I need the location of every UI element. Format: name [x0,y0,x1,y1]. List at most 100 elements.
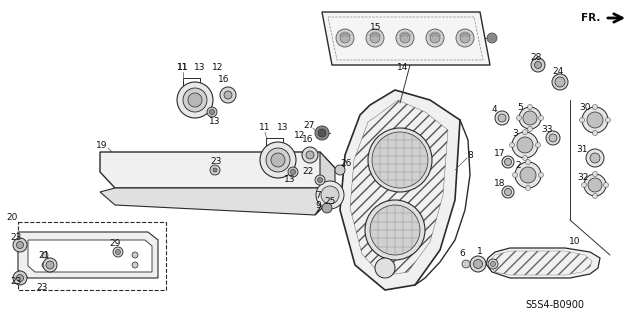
Circle shape [13,271,27,285]
Circle shape [495,111,509,125]
Text: 7: 7 [315,190,321,199]
Text: 11: 11 [177,63,189,72]
Circle shape [260,142,296,178]
Circle shape [315,126,329,140]
Circle shape [579,117,584,122]
Circle shape [546,131,560,145]
Polygon shape [18,232,158,278]
Circle shape [132,262,138,268]
Circle shape [13,238,27,252]
Circle shape [368,128,432,192]
Circle shape [584,174,606,196]
Circle shape [17,241,24,249]
Circle shape [586,149,604,167]
Circle shape [523,111,537,125]
Circle shape [593,105,598,109]
Circle shape [516,115,522,121]
Circle shape [498,114,506,122]
Text: 14: 14 [397,63,409,72]
Circle shape [517,137,533,153]
Polygon shape [322,12,490,65]
Circle shape [306,151,314,159]
Polygon shape [100,188,330,215]
Circle shape [288,167,298,177]
Text: FR.: FR. [580,13,600,23]
Circle shape [188,93,202,107]
Text: 6: 6 [459,249,465,257]
Circle shape [46,261,54,269]
Text: 18: 18 [494,179,506,188]
Circle shape [17,275,24,281]
Circle shape [316,181,344,209]
Text: 2: 2 [515,160,521,169]
Text: 8: 8 [467,151,473,160]
Circle shape [593,194,598,198]
Text: 19: 19 [96,140,108,150]
Circle shape [322,203,332,213]
Circle shape [582,182,586,188]
Text: 13: 13 [209,117,221,127]
Circle shape [513,173,518,177]
Circle shape [538,115,543,121]
Polygon shape [340,90,460,290]
Circle shape [502,186,514,198]
Text: 26: 26 [340,159,352,167]
Text: 13: 13 [284,175,296,184]
Circle shape [426,29,444,47]
Circle shape [207,107,217,117]
Circle shape [487,33,497,43]
Bar [18,222,166,290]
Circle shape [366,29,384,47]
Polygon shape [28,240,152,272]
Text: 24: 24 [552,68,564,77]
Polygon shape [315,152,335,215]
Circle shape [317,177,323,182]
Text: 12: 12 [294,130,306,139]
Text: 25: 25 [324,197,336,206]
Circle shape [490,262,495,266]
Text: 10: 10 [569,238,580,247]
Text: 1: 1 [477,248,483,256]
Circle shape [525,160,531,165]
Circle shape [527,105,532,109]
Circle shape [340,33,350,43]
Text: 29: 29 [109,240,121,249]
Circle shape [372,132,428,188]
Text: 17: 17 [494,149,506,158]
Circle shape [488,259,498,269]
Text: 20: 20 [6,213,18,222]
Circle shape [534,62,541,69]
Text: 11: 11 [177,63,189,72]
Circle shape [456,29,474,47]
Circle shape [224,91,232,99]
Circle shape [42,262,48,268]
Circle shape [462,260,470,268]
Circle shape [536,143,541,147]
Text: 9: 9 [315,201,321,210]
Circle shape [509,143,515,147]
Circle shape [512,132,538,158]
Circle shape [370,205,420,255]
Circle shape [271,153,285,167]
Text: 4: 4 [491,106,497,115]
Circle shape [209,109,214,115]
Text: 21: 21 [38,250,50,259]
Circle shape [113,247,123,257]
Circle shape [318,129,326,137]
Text: 23: 23 [36,284,48,293]
Circle shape [336,29,354,47]
Text: 5: 5 [517,102,523,112]
Circle shape [213,168,217,172]
Circle shape [588,178,602,192]
Circle shape [370,33,380,43]
Circle shape [291,169,296,174]
Circle shape [321,186,339,204]
Circle shape [552,74,568,90]
Circle shape [302,147,318,163]
Text: 32: 32 [577,174,589,182]
Text: 16: 16 [218,76,230,85]
Text: 12: 12 [212,63,224,72]
Circle shape [515,162,541,188]
Circle shape [315,175,325,185]
Text: 11: 11 [259,123,271,132]
